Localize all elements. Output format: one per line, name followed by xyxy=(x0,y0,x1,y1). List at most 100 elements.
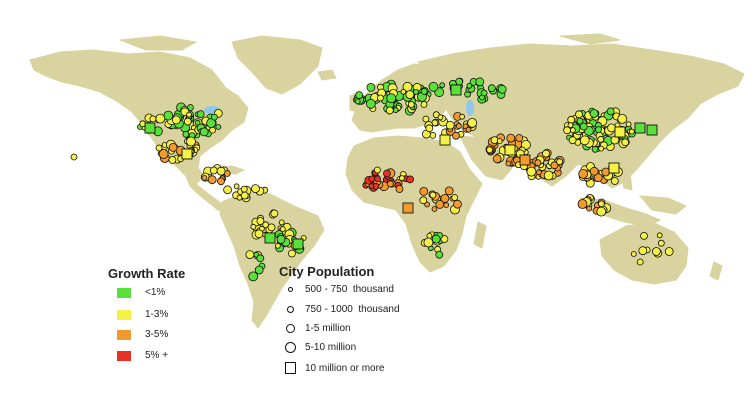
megacity-marker xyxy=(614,126,626,138)
city-marker xyxy=(437,114,444,121)
city-marker xyxy=(534,159,542,167)
city-marker xyxy=(445,120,455,130)
city-marker xyxy=(610,177,619,185)
circle-symbol-icon xyxy=(287,306,294,313)
city-marker xyxy=(664,247,674,256)
greenland-land xyxy=(231,35,323,95)
siberian-islands-land xyxy=(559,33,621,45)
city-marker xyxy=(628,128,635,135)
city-marker xyxy=(487,84,496,93)
city-marker xyxy=(440,235,449,243)
circle-symbol-icon xyxy=(288,287,293,292)
city-marker xyxy=(575,110,583,119)
city-marker xyxy=(576,117,584,125)
city-marker xyxy=(186,136,196,147)
megacity-marker xyxy=(504,144,516,156)
city-marker xyxy=(251,184,260,194)
city-marker xyxy=(278,219,285,226)
city-marker xyxy=(216,166,226,176)
city-marker xyxy=(465,126,472,133)
city-marker xyxy=(413,89,419,95)
arctic-islands-land xyxy=(119,35,198,51)
city-marker xyxy=(223,185,233,195)
city-marker xyxy=(435,250,444,259)
city-marker xyxy=(392,107,399,114)
city-marker xyxy=(207,175,217,185)
city-marker xyxy=(431,234,441,244)
city-marker xyxy=(206,118,217,128)
city-marker xyxy=(168,156,177,164)
city-marker xyxy=(70,153,78,161)
arabia-land xyxy=(459,135,513,181)
city-marker xyxy=(406,175,415,184)
city-marker xyxy=(171,115,181,125)
city-marker xyxy=(466,82,473,89)
south-america-land xyxy=(219,191,325,329)
city-marker xyxy=(376,94,384,102)
city-marker xyxy=(598,200,605,208)
city-marker xyxy=(451,194,459,201)
city-marker xyxy=(210,113,218,121)
city-marker xyxy=(429,191,437,199)
city-marker xyxy=(577,199,588,209)
city-marker xyxy=(254,265,264,275)
city-marker xyxy=(578,168,589,179)
city-marker xyxy=(567,115,576,124)
city-marker xyxy=(621,138,630,147)
population-legend-item: 1-5 million xyxy=(285,323,351,334)
city-marker xyxy=(182,130,190,138)
city-marker xyxy=(638,246,648,256)
growth-legend-label: 1-3% xyxy=(145,309,169,320)
city-marker xyxy=(435,199,445,209)
city-marker xyxy=(589,109,599,118)
megacity-marker xyxy=(181,148,193,160)
city-marker xyxy=(579,122,588,131)
caspian-sea-water xyxy=(466,100,474,116)
city-marker xyxy=(630,251,637,257)
population-legend-item: 500 - 750 thousand xyxy=(285,284,394,295)
population-legend-label: 5-10 million xyxy=(305,342,357,353)
city-marker xyxy=(217,177,225,186)
city-marker xyxy=(607,123,616,133)
megacity-marker xyxy=(519,154,531,166)
city-marker xyxy=(640,231,648,240)
city-marker xyxy=(245,250,255,260)
city-marker xyxy=(373,166,381,174)
city-marker xyxy=(636,258,644,266)
city-marker xyxy=(591,145,599,153)
city-marker xyxy=(657,239,665,247)
city-marker xyxy=(270,209,279,218)
city-marker xyxy=(385,106,394,115)
population-legend-label: 750 - 1000 thousand xyxy=(305,304,400,315)
city-marker xyxy=(365,98,376,109)
growth-color-swatch xyxy=(117,309,131,320)
city-marker xyxy=(201,174,208,181)
city-marker xyxy=(492,154,502,164)
city-marker xyxy=(194,119,201,126)
philippines-land xyxy=(619,167,633,191)
city-marker xyxy=(598,145,604,152)
growth-legend-label: 3-5% xyxy=(145,329,169,340)
city-marker xyxy=(254,229,264,239)
city-marker xyxy=(209,166,218,175)
city-marker xyxy=(287,249,296,258)
city-marker xyxy=(183,117,192,126)
city-marker xyxy=(256,254,265,263)
city-marker xyxy=(256,217,265,225)
city-marker xyxy=(656,232,663,239)
city-marker xyxy=(617,114,628,124)
city-marker xyxy=(168,142,178,152)
city-marker xyxy=(496,138,503,145)
city-marker xyxy=(444,186,454,196)
city-marker xyxy=(593,173,603,183)
city-marker xyxy=(274,242,281,249)
city-marker xyxy=(423,237,434,248)
city-marker xyxy=(354,98,361,105)
city-marker xyxy=(386,180,394,188)
city-marker xyxy=(586,205,592,212)
city-population-legend-title: City Population xyxy=(279,264,375,279)
circle-symbol-icon xyxy=(285,342,296,353)
megacity-marker xyxy=(144,122,156,134)
city-marker xyxy=(459,113,466,120)
